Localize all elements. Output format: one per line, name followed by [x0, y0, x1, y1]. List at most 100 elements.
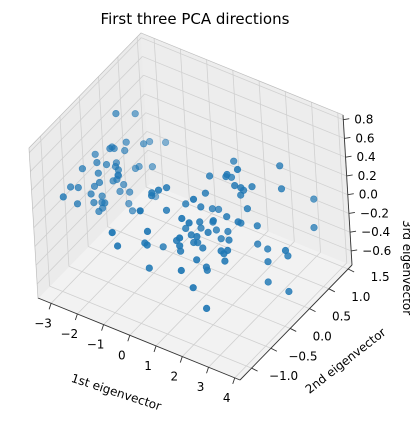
data-point: [145, 264, 153, 272]
data-point: [197, 224, 205, 232]
y-tick-mark: [251, 367, 258, 372]
z-tick-mark: [349, 230, 357, 233]
data-point: [225, 236, 233, 244]
data-point: [136, 207, 144, 215]
z-grid-left: [35, 149, 149, 266]
data-point: [176, 242, 184, 250]
data-point: [264, 245, 272, 253]
x-grid-floor: [77, 198, 190, 315]
y-grid-floor: [145, 186, 349, 270]
x-grid-back: [206, 59, 216, 210]
x-axis-line: [37, 297, 241, 381]
z-grid-back: [141, 37, 344, 121]
data-point: [143, 227, 152, 235]
data-point: [159, 243, 167, 251]
x-tick-label: 1: [144, 359, 152, 373]
data-point: [116, 187, 124, 195]
x-grid-back: [258, 80, 269, 231]
z-tick-label: −0.6: [362, 244, 391, 258]
data-point: [131, 110, 139, 118]
z-tick-label: 0.0: [359, 188, 378, 202]
data-point: [91, 150, 99, 158]
z-grid-left: [32, 93, 145, 210]
data-point: [109, 177, 117, 185]
z-tick-label: −0.4: [361, 225, 390, 239]
z-tick-label: 0.6: [355, 131, 374, 145]
data-point: [162, 206, 171, 214]
data-point: [202, 263, 210, 271]
tick-marks: [48, 118, 358, 385]
data-point: [78, 165, 86, 173]
data-point: [126, 188, 134, 196]
data-point: [221, 257, 229, 265]
z-tick-label: 0.2: [358, 169, 377, 183]
data-point: [148, 163, 156, 171]
x-tick-mark: [206, 367, 209, 374]
data-point: [197, 203, 205, 211]
data-point: [140, 140, 148, 148]
x-tick-mark: [74, 313, 78, 321]
data-point: [234, 218, 242, 226]
y-grid-floor: [68, 265, 272, 349]
data-point: [277, 185, 286, 193]
x-grid-floor: [234, 262, 348, 379]
x-tick-label: 0: [118, 348, 126, 362]
y-tick-label: 0.5: [332, 310, 351, 324]
data-point: [206, 172, 214, 180]
data-point: [182, 200, 190, 208]
data-point: [94, 169, 102, 177]
y-axis-line: [239, 264, 353, 381]
z-grid-left: [31, 74, 144, 191]
data-point: [121, 147, 129, 155]
data-point: [185, 219, 193, 227]
data-point: [204, 228, 212, 236]
data-point: [285, 287, 293, 296]
data-point: [253, 222, 261, 230]
chart-title: First three PCA directions: [101, 10, 290, 28]
data-point: [178, 214, 186, 223]
data-point: [120, 181, 128, 189]
x-grid-floor: [155, 230, 269, 347]
z-grid-left: [28, 37, 142, 153]
z-grid-back: [144, 93, 347, 177]
y-tick-mark: [347, 268, 355, 273]
data-point: [162, 138, 170, 146]
data-point: [201, 189, 209, 197]
data-point: [237, 184, 245, 192]
data-point: [223, 213, 231, 221]
z-axis-label: 3rd eigenvector: [400, 220, 410, 315]
data-point: [112, 109, 120, 118]
z-grid-back: [147, 149, 351, 233]
data-point: [114, 166, 122, 174]
z-tick-label: 0.4: [357, 150, 376, 164]
y-tick-mark: [309, 308, 316, 313]
y-tick-label: 1.0: [351, 290, 370, 304]
x-grid-floor: [103, 209, 216, 325]
data-point: [233, 165, 242, 174]
data-point: [131, 164, 140, 172]
z-tick-mark: [346, 174, 353, 177]
x-tick-mark: [127, 335, 131, 342]
data-point: [215, 205, 223, 213]
data-point: [95, 178, 104, 187]
data-point: [281, 246, 290, 255]
z-tick-mark: [343, 118, 350, 121]
x-grid-floor: [50, 188, 164, 304]
data-point: [73, 200, 82, 208]
y-tick-mark: [290, 328, 297, 332]
data-point: [264, 258, 272, 266]
pane-edge: [28, 32, 142, 149]
data-point: [176, 234, 184, 242]
y-tick-label: −0.5: [288, 349, 317, 363]
data-point: [193, 256, 201, 264]
data-point: [128, 207, 137, 215]
data-point: [163, 184, 171, 192]
y-tick-mark: [270, 347, 278, 352]
x-tick-mark: [101, 324, 105, 331]
pane-edge: [140, 32, 344, 116]
data-point: [108, 229, 116, 237]
data-point: [59, 193, 67, 201]
y-grid-left: [136, 36, 147, 187]
data-point: [113, 242, 122, 250]
